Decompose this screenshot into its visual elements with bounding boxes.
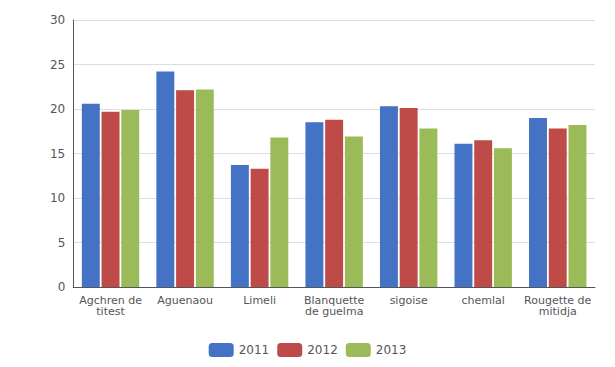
svg-text:sigoise: sigoise <box>390 294 428 307</box>
svg-text:titest: titest <box>96 305 125 318</box>
svg-text:5: 5 <box>58 236 66 250</box>
svg-text:15: 15 <box>50 147 65 161</box>
svg-text:Rougette de: Rougette de <box>524 294 592 307</box>
svg-text:25: 25 <box>50 58 65 72</box>
svg-text:2012: 2012 <box>307 343 338 357</box>
svg-text:2011: 2011 <box>239 343 270 357</box>
svg-text:10: 10 <box>50 191 65 205</box>
svg-text:Blanquette: Blanquette <box>303 294 365 307</box>
svg-text:de guelma: de guelma <box>305 305 363 318</box>
svg-text:20: 20 <box>50 102 65 116</box>
svg-text:Aguenaou: Aguenaou <box>157 294 213 307</box>
svg-text:0: 0 <box>58 280 66 294</box>
svg-text:30: 30 <box>50 13 65 27</box>
svg-text:Limeli: Limeli <box>243 294 276 307</box>
svg-text:chemlal: chemlal <box>462 294 505 307</box>
svg-text:Agchren de: Agchren de <box>79 294 142 307</box>
svg-text:2013: 2013 <box>376 343 407 357</box>
svg-text:mitidja: mitidja <box>539 305 577 318</box>
